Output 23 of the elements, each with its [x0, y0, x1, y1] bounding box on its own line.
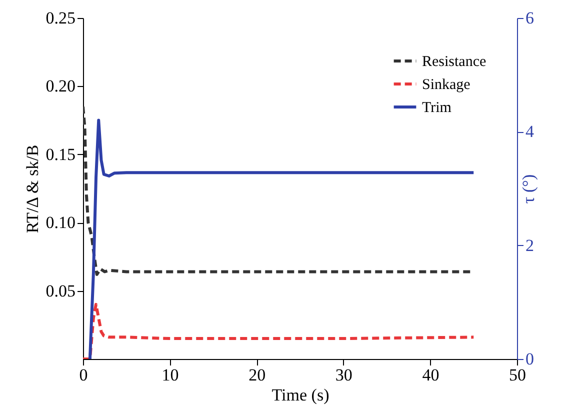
x-tick-label: 50 [509, 366, 526, 384]
y2-tick-label: 0 [526, 350, 534, 368]
y-axis-title: RT/Δ & sk/B [22, 144, 42, 234]
y-tick-label: 0.15 [46, 144, 76, 164]
line-series [88, 118, 476, 359]
x-tick-label: 10 [162, 366, 179, 384]
legend-label: Resistance [422, 54, 486, 70]
x-tick-label: 20 [248, 366, 266, 384]
y-tick-label: 0.20 [46, 76, 76, 96]
y2-tick-label: 2 [526, 236, 534, 255]
y-tick-label: 0.05 [46, 281, 76, 300]
x-axis-title: Time (s) [272, 386, 330, 404]
x-tick-label: 40 [422, 366, 440, 384]
y-tick-label: 0.10 [46, 213, 76, 232]
x-tick-label: 0 [79, 366, 88, 384]
y2-axis-title: τ (°) [519, 174, 538, 204]
line-series [83, 302, 476, 359]
legend-label: Sinkage [422, 77, 471, 93]
y2-tick-label: 6 [526, 8, 534, 28]
x-tick-label: 30 [335, 366, 352, 384]
y2-tick-label: 4 [526, 122, 534, 142]
y-tick-label: 0.25 [46, 8, 76, 28]
legend-label: Trim [422, 100, 452, 116]
